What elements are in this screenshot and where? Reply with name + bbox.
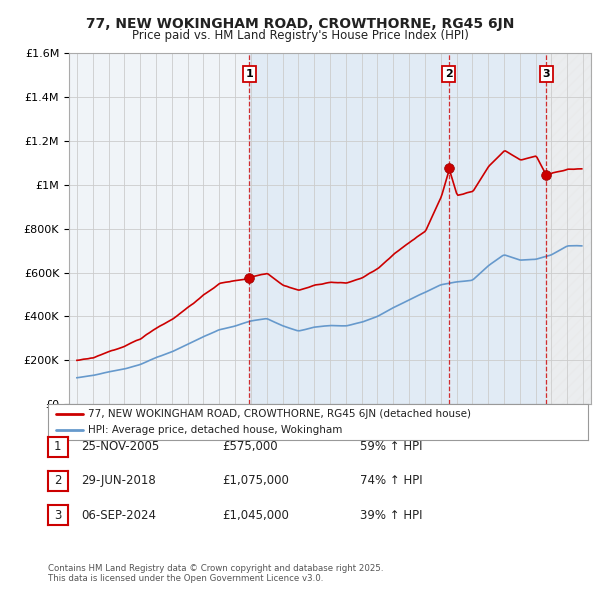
Text: 74% ↑ HPI: 74% ↑ HPI bbox=[360, 474, 422, 487]
Text: £575,000: £575,000 bbox=[222, 440, 278, 453]
Text: 59% ↑ HPI: 59% ↑ HPI bbox=[360, 440, 422, 453]
Text: 1: 1 bbox=[54, 440, 62, 453]
Text: 3: 3 bbox=[542, 69, 550, 79]
Text: 2: 2 bbox=[54, 474, 62, 487]
Text: Price paid vs. HM Land Registry's House Price Index (HPI): Price paid vs. HM Land Registry's House … bbox=[131, 30, 469, 42]
Text: 77, NEW WOKINGHAM ROAD, CROWTHORNE, RG45 6JN (detached house): 77, NEW WOKINGHAM ROAD, CROWTHORNE, RG45… bbox=[89, 409, 472, 419]
Bar bbox=[250, 53, 546, 404]
Text: 2: 2 bbox=[445, 69, 452, 79]
Text: 06-SEP-2024: 06-SEP-2024 bbox=[81, 509, 156, 522]
Text: 3: 3 bbox=[54, 509, 62, 522]
Text: £1,045,000: £1,045,000 bbox=[222, 509, 289, 522]
Bar bbox=[546, 53, 591, 404]
Text: 77, NEW WOKINGHAM ROAD, CROWTHORNE, RG45 6JN: 77, NEW WOKINGHAM ROAD, CROWTHORNE, RG45… bbox=[86, 17, 514, 31]
Text: Contains HM Land Registry data © Crown copyright and database right 2025.
This d: Contains HM Land Registry data © Crown c… bbox=[48, 563, 383, 583]
Text: 39% ↑ HPI: 39% ↑ HPI bbox=[360, 509, 422, 522]
Text: £1,075,000: £1,075,000 bbox=[222, 474, 289, 487]
Text: 1: 1 bbox=[245, 69, 253, 79]
Text: 25-NOV-2005: 25-NOV-2005 bbox=[81, 440, 159, 453]
Text: 29-JUN-2018: 29-JUN-2018 bbox=[81, 474, 156, 487]
Text: HPI: Average price, detached house, Wokingham: HPI: Average price, detached house, Woki… bbox=[89, 425, 343, 435]
